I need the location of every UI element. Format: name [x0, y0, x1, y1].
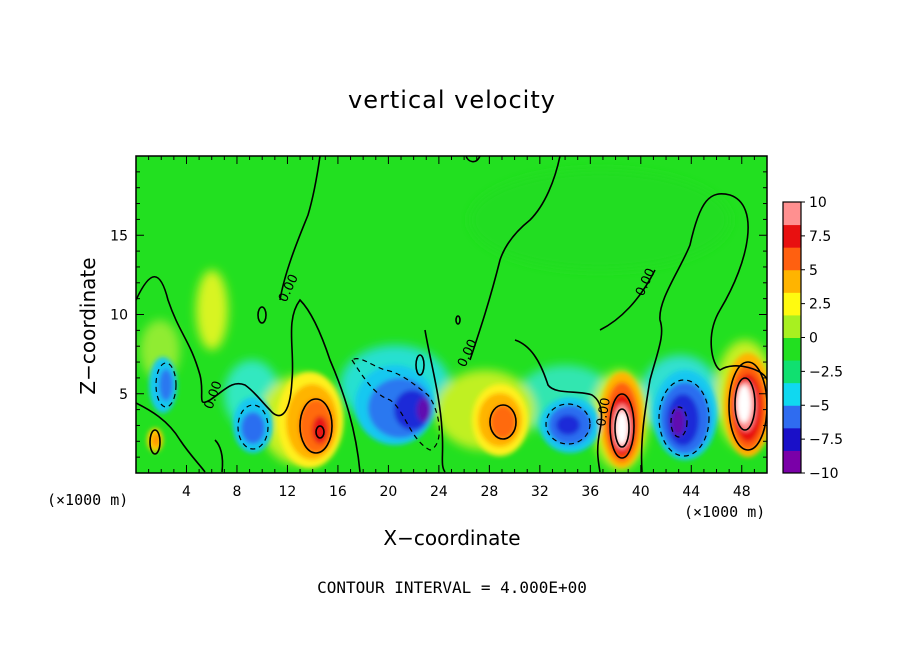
small-contour-3	[465, 156, 481, 163]
zero-contour-7	[514, 339, 603, 473]
x-tick-label: 32	[531, 484, 549, 500]
zero-contour-3	[136, 402, 206, 473]
colorbar-label: 7.5	[809, 229, 831, 245]
x-tick-label: 12	[279, 484, 297, 500]
x-tick-label: 48	[733, 484, 751, 500]
cell-29-up-core	[490, 405, 516, 439]
x-tick-label: 8	[232, 484, 241, 500]
cell-14-up-core	[312, 416, 328, 444]
tint-upper-yellow	[196, 270, 228, 350]
colorbar-swatch	[783, 427, 801, 451]
updraft-contour-38	[609, 393, 635, 459]
cell-42-down-core	[671, 408, 685, 436]
cell-21-down-core	[417, 398, 431, 422]
x-tick-label: 20	[379, 484, 397, 500]
neg-contour-21	[351, 358, 440, 451]
negative-contours	[155, 358, 710, 457]
updraft-contour-48-inner	[734, 377, 756, 431]
tint-ne	[470, 170, 730, 270]
zero-contour-4	[214, 439, 224, 473]
x-tick-label: 28	[480, 484, 498, 500]
neg-contour-9	[237, 404, 269, 450]
updraft-contour-29	[489, 404, 517, 440]
zero-contour-6	[424, 329, 446, 473]
y-tick-label: 5	[119, 387, 128, 403]
zero-contour-9	[599, 269, 656, 331]
contour-label-4: 0.00	[594, 397, 614, 428]
cell-left-down-core	[159, 369, 173, 401]
colorbar-swatch	[783, 202, 801, 226]
colorbar-swatch	[783, 360, 801, 384]
updraft-contour-14	[299, 398, 333, 454]
colorbar-swatch	[783, 292, 801, 316]
zero-contour-5	[469, 156, 561, 361]
x-unit-left: (×1000 m)	[47, 491, 129, 509]
colorbar-swatch	[783, 247, 801, 271]
colorbar-swatch	[783, 224, 801, 248]
cell-left-up-core	[152, 433, 160, 447]
zero-contours	[136, 156, 767, 473]
small-contour-5	[415, 354, 425, 376]
colorbar-label: 10	[809, 195, 827, 211]
y-axis-label: Z−coordinate	[76, 257, 100, 395]
x-tick-label: 4	[182, 484, 191, 500]
colorbar-label: 5	[809, 263, 818, 279]
colorbar-swatch	[783, 405, 801, 429]
x-tick-label: 16	[329, 484, 347, 500]
colorbar-swatch	[783, 337, 801, 361]
cell-9-down-core	[241, 412, 265, 444]
neg-contour-42-inner	[670, 406, 688, 438]
colorbar-label: −2.5	[809, 364, 843, 380]
x-axis-label: X−coordinate	[383, 526, 521, 550]
plot-field: 0.00 0.00 0.00 0.00 0.00	[136, 156, 767, 473]
colorbar-swatch	[783, 269, 801, 293]
zero-contour-1	[136, 276, 361, 473]
colorbar: 10 7.5 5 2.5 0 −2.5 −5 −7.5 −10	[782, 195, 843, 482]
small-contour-2	[455, 315, 461, 325]
colorbar-swatch	[783, 450, 801, 474]
updraft-contour-38-inner	[614, 408, 630, 448]
contour-interval-note: CONTOUR INTERVAL = 4.000E+00	[317, 578, 587, 597]
colorbar-swatch	[783, 382, 801, 406]
colorbar-label: −10	[809, 466, 839, 482]
updraft-contour-14-inner	[315, 425, 325, 439]
x-unit-right: (×1000 m)	[684, 503, 766, 521]
chart-title: vertical velocity	[348, 86, 556, 114]
zero-contour-8	[640, 193, 767, 473]
updraft-contour-48	[728, 361, 767, 451]
x-tick-label: 44	[682, 484, 700, 500]
small-contour-4	[149, 429, 161, 455]
neg-contour-33	[545, 403, 591, 445]
cell-33-down-core	[556, 415, 580, 435]
colorbar-label: 0	[809, 331, 818, 347]
colorbar-label: −7.5	[809, 432, 843, 448]
cell-48-up-core	[737, 385, 751, 423]
cell-38-up-core	[616, 411, 628, 445]
small-contour-1	[257, 306, 267, 324]
colorbar-label: 2.5	[809, 297, 831, 313]
colorbar-label: −5	[809, 398, 830, 414]
y-tick-label: 15	[110, 228, 128, 244]
x-tick-label: 36	[581, 484, 599, 500]
neg-contour-42	[658, 379, 710, 457]
neg-contour-left	[155, 362, 177, 408]
x-tick-label: 40	[632, 484, 650, 500]
zero-contour-2	[279, 156, 321, 301]
x-tick-label: 24	[430, 484, 448, 500]
y-tick-label: 10	[110, 308, 128, 324]
colorbar-swatch	[783, 314, 801, 338]
